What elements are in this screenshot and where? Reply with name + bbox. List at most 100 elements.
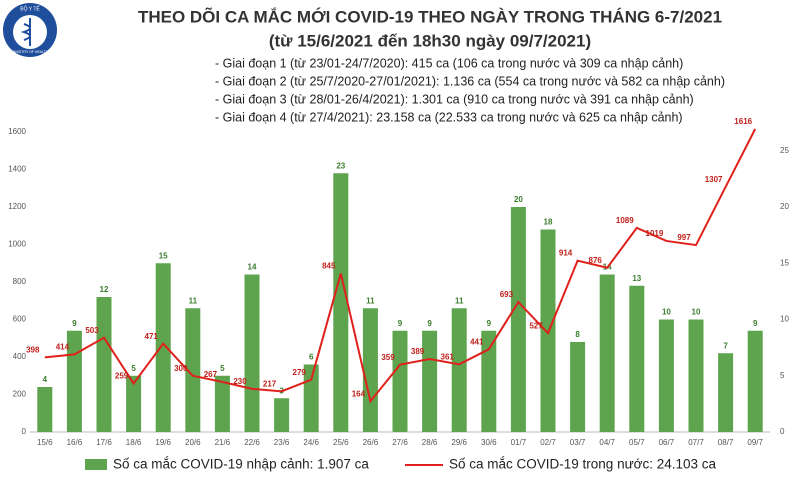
bar-value-label: 11 [455, 296, 464, 305]
bar-value-label: 11 [366, 296, 375, 305]
x-tick-label: 01/7 [511, 438, 527, 447]
x-tick-label: 19/6 [155, 438, 171, 447]
bar-value-label: 8 [575, 330, 580, 339]
bar [688, 319, 704, 432]
bar-value-label: 9 [427, 319, 432, 328]
x-tick-label: 05/7 [629, 438, 645, 447]
annotation: - Giai đoạn 2 (từ 25/7/2020-27/01/2021):… [215, 74, 725, 88]
bar [66, 330, 82, 432]
line-value-label: 1089 [616, 216, 634, 225]
y-tick-label: 1600 [8, 127, 26, 136]
line-value-label: 845 [322, 262, 336, 271]
x-tick-label: 18/6 [126, 438, 142, 447]
line-value-label: 279 [293, 368, 307, 377]
bar-value-label: 6 [309, 353, 314, 362]
bar-value-label: 20 [514, 195, 523, 204]
x-tick-label: 21/6 [215, 438, 231, 447]
y2-tick-label: 15 [780, 258, 789, 267]
x-tick-label: 15/6 [37, 438, 53, 447]
line-value-label: 389 [411, 347, 425, 356]
line-value-label: 1616 [734, 117, 752, 126]
bar-value-label: 10 [692, 308, 701, 317]
line-value-label: 1307 [705, 175, 723, 184]
y-tick-label: 400 [13, 352, 27, 361]
line-value-label: 441 [470, 337, 484, 346]
bar [392, 330, 408, 432]
x-tick-label: 27/6 [392, 438, 408, 447]
logo-symbol [20, 18, 31, 46]
line-value-label: 527 [529, 321, 543, 330]
bar [126, 375, 142, 432]
bar [629, 285, 645, 432]
line-value-label: 217 [263, 379, 277, 388]
bar-value-label: 4 [43, 375, 48, 384]
bar [747, 330, 763, 432]
annotation: - Giai đoạn 1 (từ 23/01-24/7/2020): 415 … [215, 56, 683, 70]
line-value-label: 230 [233, 377, 247, 386]
bar-value-label: 18 [544, 218, 553, 227]
logo: BỘ Y TẾ MINISTRY OF HEALTH [3, 3, 57, 57]
bar-value-label: 9 [72, 319, 77, 328]
legend-label: Số ca mắc COVID-19 nhập cảnh: 1.907 ca [113, 457, 369, 472]
x-tick-label: 26/6 [363, 438, 379, 447]
y-tick-label: 1000 [8, 240, 26, 249]
bar [333, 173, 349, 433]
line-value-label: 361 [441, 352, 455, 361]
bar-value-label: 9 [398, 319, 403, 328]
x-tick-label: 08/7 [718, 438, 734, 447]
x-tick-label: 22/6 [244, 438, 260, 447]
x-tick-label: 20/6 [185, 438, 201, 447]
line-value-label: 876 [589, 256, 603, 265]
bar [303, 364, 319, 432]
bar-value-label: 5 [220, 364, 225, 373]
bar [570, 342, 586, 432]
bar [362, 308, 378, 432]
x-tick-label: 29/6 [451, 438, 467, 447]
x-tick-label: 17/6 [96, 438, 112, 447]
bar-value-label: 23 [336, 161, 345, 170]
bar [214, 375, 230, 432]
chart-title: THEO DÕI CA MẮC MỚI COVID-19 THEO NGÀY T… [138, 6, 722, 26]
legend-label: Số ca mắc COVID-19 trong nước: 24.103 ca [449, 457, 717, 472]
bar [422, 330, 438, 432]
line-value-label: 300 [174, 364, 188, 373]
line-value-label: 1019 [646, 229, 664, 238]
line-value-label: 359 [381, 353, 395, 362]
logo-text: BỘ Y TẾ [20, 5, 40, 12]
y-tick-label: 1200 [8, 202, 26, 211]
x-tick-label: 06/7 [659, 438, 675, 447]
bar [244, 274, 260, 432]
x-tick-label: 03/7 [570, 438, 586, 447]
line-value-label: 914 [559, 249, 573, 258]
line-value-label: 164 [352, 389, 366, 398]
x-tick-label: 02/7 [540, 438, 556, 447]
x-tick-label: 23/6 [274, 438, 290, 447]
line-value-label: 693 [500, 290, 514, 299]
y2-tick-label: 5 [780, 371, 785, 380]
line-value-label: 259 [115, 372, 129, 381]
chart-subtitle: (từ 15/6/2021 đến 18h30 ngày 09/7/2021) [269, 31, 591, 50]
x-tick-label: 30/6 [481, 438, 497, 447]
bar [481, 330, 497, 432]
annotation: - Giai đoạn 4 (từ 27/4/2021): 23.158 ca … [215, 110, 683, 124]
line-value-label: 398 [26, 345, 40, 354]
y2-tick-label: 25 [780, 146, 789, 155]
x-tick-label: 16/6 [67, 438, 83, 447]
line-value-label: 267 [204, 370, 218, 379]
line-value-label: 503 [85, 326, 99, 335]
bar [510, 207, 526, 432]
y-tick-label: 1400 [8, 165, 26, 174]
legend-swatch [85, 459, 107, 470]
bar-value-label: 14 [248, 263, 257, 272]
bar [718, 353, 734, 432]
y-tick-label: 200 [13, 390, 27, 399]
bar [37, 387, 53, 432]
line-value-label: 471 [145, 332, 159, 341]
line-value-label: 414 [56, 342, 70, 351]
y2-tick-label: 10 [780, 315, 789, 324]
line-value-label: 997 [677, 233, 691, 242]
bar [451, 308, 467, 432]
bar [658, 319, 674, 432]
